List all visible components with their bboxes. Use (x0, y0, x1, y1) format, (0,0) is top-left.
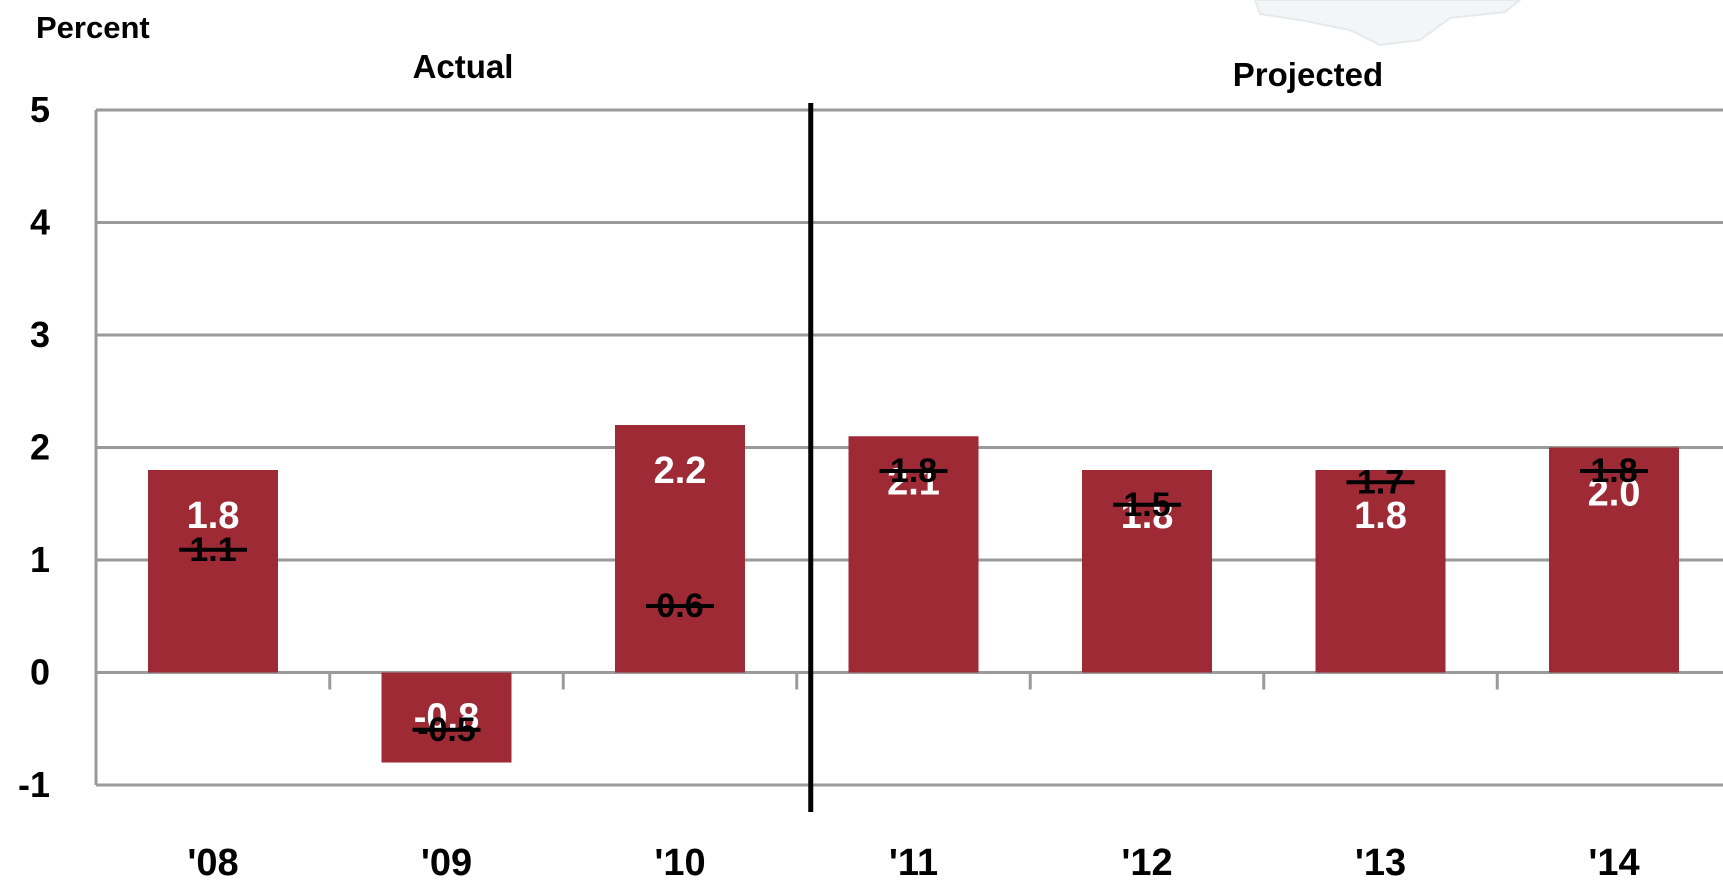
bar-value-label: 1.8 (187, 495, 240, 537)
bar (148, 470, 278, 673)
x-category-label: '14 (1588, 842, 1639, 880)
logo-watermark (1253, 0, 1522, 47)
bar-value-label: 2.0 (1588, 473, 1641, 515)
x-category-label: '13 (1355, 842, 1406, 880)
x-category-label: '10 (654, 842, 705, 880)
y-tick-label: 1 (30, 539, 50, 580)
bar (381, 672, 512, 763)
y-tick-label: 3 (30, 314, 50, 355)
section-label: Actual (413, 48, 514, 85)
bar (1315, 470, 1446, 673)
bar (848, 436, 979, 673)
y-tick-label: 2 (30, 427, 50, 468)
bar (1549, 447, 1679, 673)
y-tick-label: 5 (30, 89, 50, 130)
y-tick-label: 4 (30, 202, 50, 243)
bar (615, 425, 745, 673)
x-category-label: '09 (421, 842, 472, 880)
bar-value-label: 1.8 (1354, 495, 1407, 537)
y-axis-title: Percent (36, 10, 150, 45)
x-category-label: '08 (187, 842, 238, 880)
bar-value-label: 1.8 (1121, 495, 1174, 537)
x-category-label: '12 (1121, 842, 1172, 880)
y-tick-label: -1 (18, 764, 50, 805)
y-tick-label: 0 (30, 652, 50, 693)
bar-value-label: 2.1 (887, 461, 940, 503)
section-label: Projected (1233, 56, 1383, 93)
x-category-label: '11 (889, 842, 938, 880)
bar-value-label: 2.2 (654, 450, 707, 492)
